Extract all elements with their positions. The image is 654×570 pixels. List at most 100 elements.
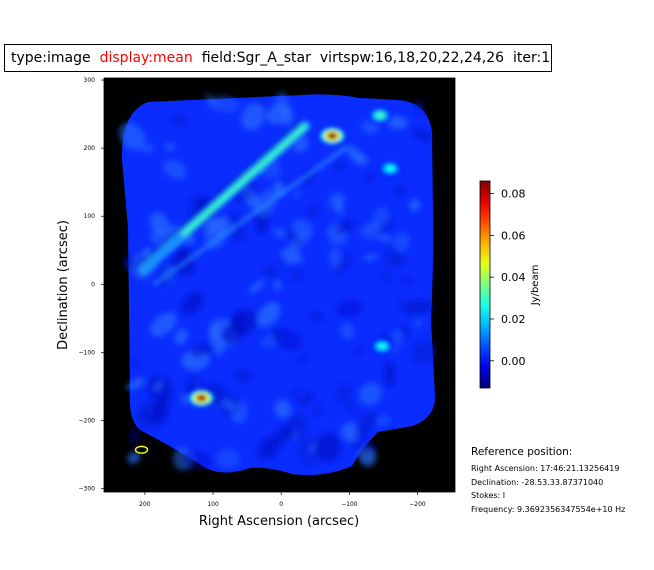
noise-blob [147, 375, 173, 404]
noise-blob [380, 271, 390, 284]
noise-blob [316, 432, 341, 462]
noise-blob [211, 95, 240, 113]
noise-blob [328, 192, 345, 210]
source-core [327, 132, 338, 140]
point-source [189, 390, 214, 407]
filament-core [181, 123, 308, 237]
image-area [103, 77, 456, 493]
noise-blob [263, 266, 278, 278]
noise-blob [241, 103, 265, 131]
noise-blob [174, 328, 188, 345]
noise-blob [273, 279, 282, 291]
source-core [385, 165, 396, 173]
noise-blob [288, 232, 310, 251]
noise-blob [355, 410, 378, 439]
noise-blob [311, 311, 323, 321]
noise-blob [376, 216, 393, 236]
x-tick-label: 100 [207, 501, 219, 508]
noise-blob [219, 215, 230, 223]
colorbar-tick-label: 0.08 [501, 188, 526, 201]
noise-blob [340, 322, 354, 340]
noise-blob [257, 302, 281, 328]
noise-blob [154, 380, 163, 392]
noise-blob [361, 120, 380, 135]
x-tick-label: −200 [409, 501, 426, 508]
point-source [320, 127, 345, 144]
noise-blob [398, 299, 407, 310]
noise-blob [336, 299, 364, 318]
noise-blob [284, 414, 308, 440]
noise-blob [289, 268, 304, 280]
x-tick-label: 0 [279, 501, 283, 508]
noise-texture [119, 92, 437, 471]
noise-blob [409, 199, 421, 211]
noise-blob [282, 249, 304, 263]
noise-blob [354, 346, 362, 358]
noise-blob [341, 422, 360, 442]
noise-blob [336, 383, 354, 403]
noise-blob [185, 383, 195, 395]
noise-blob [414, 99, 426, 118]
reference-ra: Right Ascension: 17:46:21.13256419 [471, 464, 620, 473]
y-tick-label: 0 [91, 281, 95, 288]
noise-blob [412, 128, 433, 142]
noise-blob [180, 291, 204, 315]
noise-blob [142, 143, 155, 154]
image-info-box: type:image display:mean field:Sgr_A_star vi… [4, 44, 552, 72]
noise-blob [358, 382, 382, 406]
info-display: display:mean [99, 50, 193, 66]
y-tick-label: 100 [84, 213, 96, 220]
noise-blob [257, 435, 282, 460]
noise-blob [383, 361, 395, 387]
info-virtspw: virtspw:16,18,20,22,24,26 [319, 50, 505, 66]
noise-blob [182, 449, 213, 470]
reference-position: Reference position: Right Ascension: 17:… [471, 444, 653, 516]
y-tick-label: −200 [79, 418, 96, 425]
noise-blob [400, 325, 408, 338]
noise-blob [307, 204, 320, 219]
noise-blob [386, 116, 409, 130]
y-tick-label: −100 [79, 349, 96, 356]
noise-blob [164, 142, 176, 151]
noise-blob [393, 187, 406, 196]
noise-blob [127, 451, 141, 464]
x-axis-title: Right Ascension (arcsec) [199, 514, 359, 529]
noise-blob [376, 414, 391, 426]
noise-blob [386, 243, 394, 253]
beam-ellipse [134, 445, 149, 454]
noise-blob [345, 145, 364, 164]
reference-heading: Reference position: [471, 446, 573, 458]
noise-blob [190, 342, 215, 357]
info-iter: iter:1 [513, 50, 551, 66]
noise-blob [336, 220, 355, 234]
noise-blob [347, 402, 357, 412]
noise-blob [137, 401, 168, 428]
noise-blob [234, 370, 252, 382]
colorbar-tick-label: 0.04 [501, 271, 526, 284]
noise-blob [297, 435, 322, 467]
colorbar-tick-label: 0.06 [501, 229, 526, 242]
x-tick-label: 200 [139, 501, 151, 508]
noise-blob [149, 212, 169, 235]
y-axis-ticks: 300 200 100 0 −100 −200 −300 [79, 77, 104, 493]
source-core [375, 111, 386, 119]
noise-blob [333, 253, 353, 276]
noise-blob [273, 328, 303, 351]
y-tick-label: 200 [84, 145, 96, 152]
noise-blob [126, 378, 145, 390]
noise-blob [179, 393, 191, 405]
reference-dec: Declination: -28.53.33.87371040 [471, 477, 604, 487]
x-tick-label: −100 [341, 501, 358, 508]
point-sources [189, 107, 403, 407]
noise-blob [393, 232, 410, 252]
noise-blob [414, 317, 423, 329]
noise-blob [129, 360, 140, 367]
reference-frequency: Frequency: 9.3692356347554e+10 Hz [471, 504, 626, 514]
noise-blob [205, 94, 218, 111]
noise-blob [333, 160, 345, 173]
noise-blob [215, 448, 241, 469]
reference-stokes: Stokes: I [471, 491, 506, 500]
source-core [196, 394, 207, 402]
y-tick-label: −300 [79, 486, 96, 493]
noise-blob [278, 255, 286, 267]
